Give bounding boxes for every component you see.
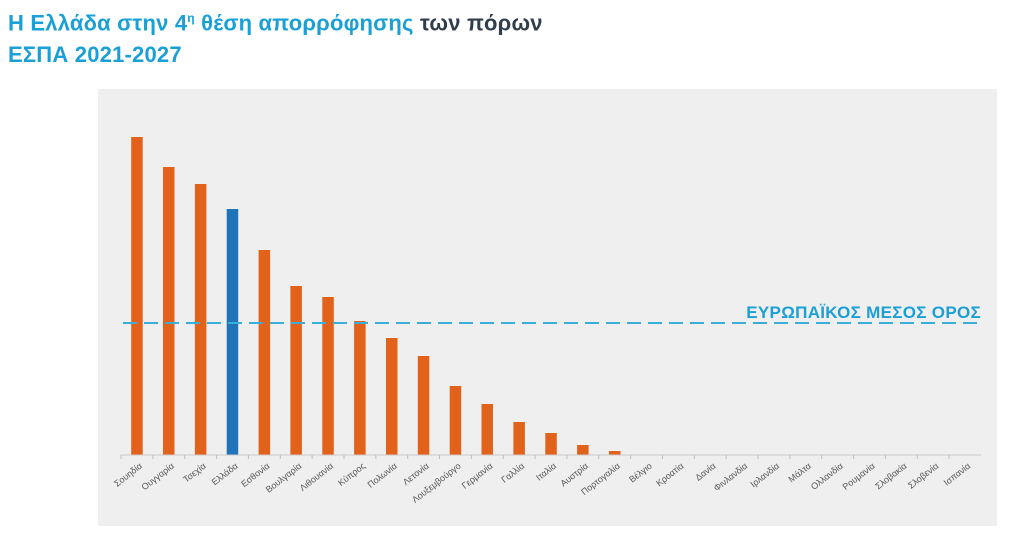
category-label-9: Πολωνία — [366, 461, 399, 490]
bar-12 — [481, 404, 493, 455]
title-superscript: η — [187, 11, 195, 25]
bar-7 — [322, 297, 334, 455]
bar-1 — [131, 137, 143, 455]
category-label-12: Γερμανία — [460, 461, 495, 491]
bar-6 — [290, 286, 302, 455]
category-label-17: Βέλγιο — [627, 461, 654, 485]
category-label-22: Μάλτα — [787, 461, 814, 485]
title-part-3: των πόρων — [413, 10, 543, 36]
bar-4 — [226, 209, 239, 455]
category-label-7: Λιθουανία — [298, 461, 336, 493]
title-part-2: θέση απορρόφησης — [194, 10, 414, 36]
bar-5 — [258, 250, 271, 455]
category-label-19: Δανία — [693, 461, 717, 483]
bar-8 — [354, 321, 366, 455]
category-label-21: Ιρλανδία — [748, 461, 781, 490]
category-label-14: Ιταλία — [534, 461, 558, 483]
bar-9 — [386, 338, 398, 455]
bars-group — [131, 137, 621, 455]
category-label-2: Ουγγαρία — [140, 461, 176, 493]
category-label-4: Ελλάδα — [210, 461, 240, 488]
category-label-20: Φινλανδία — [712, 461, 750, 493]
bar-3 — [194, 184, 207, 455]
category-label-13: Γαλλία — [499, 461, 526, 485]
category-label-18: Κροατία — [654, 461, 685, 489]
page-title: Η Ελλάδα στην 4η θέση απορρόφησης των πό… — [8, 2, 543, 71]
bar-13 — [513, 422, 525, 455]
bar-14 — [545, 433, 557, 455]
bar-2 — [163, 167, 175, 455]
bar-16 — [609, 451, 621, 455]
category-label-3: Τσεχία — [181, 461, 208, 485]
bar-11 — [449, 386, 462, 455]
chart-panel: ΕΥΡΩΠΑΪΚΟΣ ΜΕΣΟΣ ΟΡΟΣ Σουηδία Ουγγαρία Τσε… — [98, 89, 997, 526]
category-label-26: Σλοβενία — [906, 461, 940, 491]
category-label-24: Ρουμανία — [841, 461, 877, 492]
category-label-25: Σλοβακία — [873, 461, 908, 492]
category-label-6: Βουλγαρία — [264, 461, 304, 495]
bar-10 — [417, 356, 430, 455]
title-part-1: Η Ελλάδα στην 4 — [8, 10, 188, 36]
bar-15 — [577, 445, 589, 455]
title-line-2: ΕΣΠΑ 2021-2027 — [8, 42, 182, 68]
category-label-23: Ολλανδία — [809, 461, 845, 492]
average-label: ΕΥΡΩΠΑΪΚΟΣ ΜΕΣΟΣ ΟΡΟΣ — [746, 303, 981, 322]
category-label-8: Κύπρος — [336, 460, 368, 488]
category-label-27: Ισπανία — [942, 461, 973, 488]
